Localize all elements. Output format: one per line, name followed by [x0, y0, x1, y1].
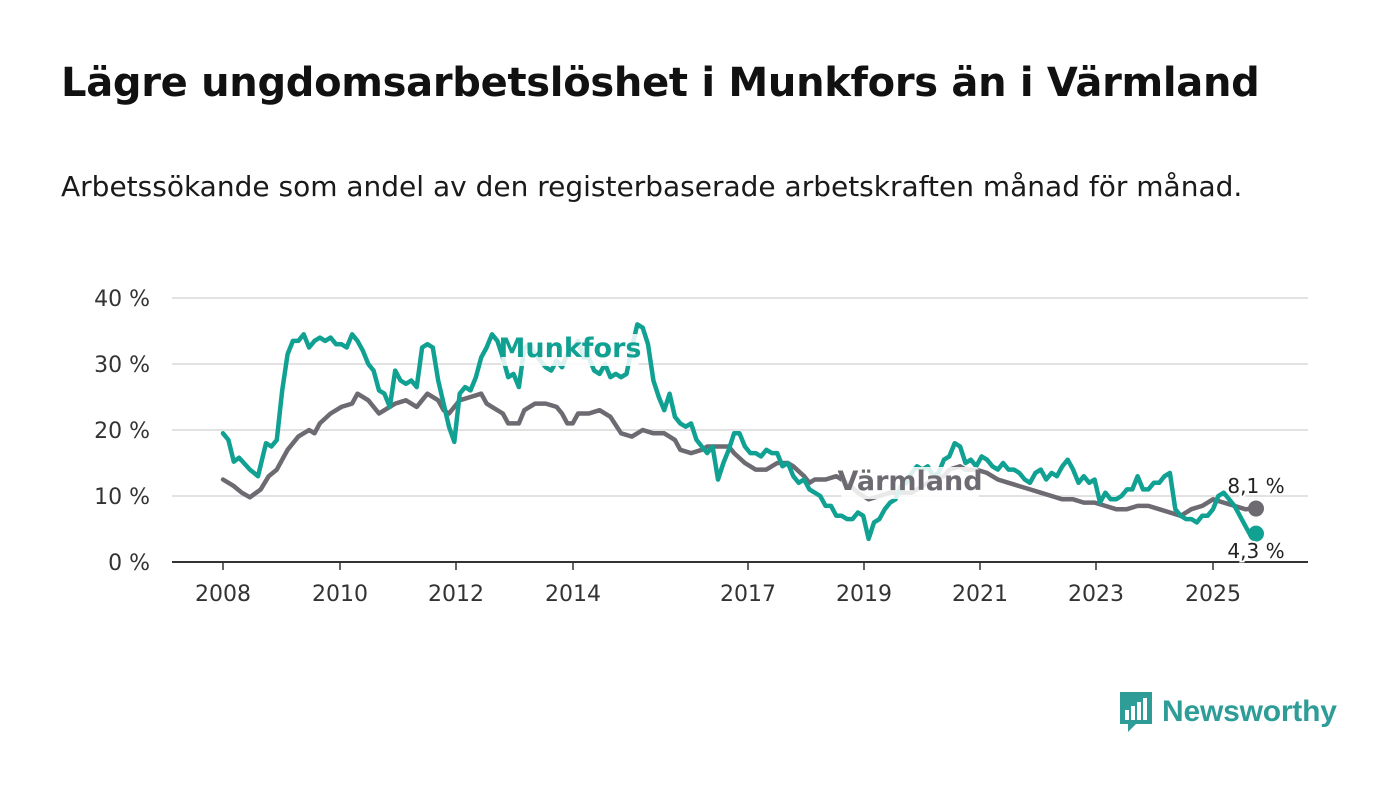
x-tick-label: 2010	[312, 582, 368, 607]
end-point-marker	[1248, 500, 1264, 517]
series-line-munkfors	[220, 322, 1259, 542]
end-point-marker	[1248, 525, 1264, 542]
end-value-label: 8,1 %	[1227, 474, 1284, 498]
end-value-label: 4,3 %	[1227, 539, 1284, 563]
chart-subtitle: Arbetssökande som andel av den registerb…	[61, 170, 1243, 203]
x-tick-label: 2019	[836, 582, 892, 607]
y-tick-label: 30 %	[94, 353, 150, 378]
y-axis-ticks: 40 % 30 % 20 % 10 % 0 %	[94, 287, 150, 576]
x-tick-label: 2012	[428, 582, 484, 607]
series-labels: Munkfors 4,3 % Värmland 8,1 %	[499, 333, 1287, 565]
x-tick-label: 2008	[195, 582, 251, 607]
gridlines	[172, 297, 1308, 563]
series-label-backdrop	[501, 334, 639, 366]
x-axis-ticks: 2008 2010 2012 2014 2017 2019 2021 2023 2025	[195, 562, 1241, 607]
y-tick-label: 10 %	[94, 485, 150, 510]
series-lines	[220, 322, 1264, 542]
x-tick-label: 2025	[1185, 582, 1241, 607]
y-tick-label: 0 %	[108, 551, 150, 576]
newsworthy-icon	[1120, 692, 1152, 732]
y-tick-label: 20 %	[94, 419, 150, 444]
x-tick-label: 2023	[1068, 582, 1124, 607]
series-label-backdrop	[841, 467, 979, 499]
x-tick-label: 2021	[952, 582, 1008, 607]
y-tick-label: 40 %	[94, 287, 150, 312]
series-label-vrmland: Värmland	[837, 466, 982, 497]
brand-name: Newsworthy	[1162, 695, 1337, 728]
series-label-munkfors: Munkfors	[499, 333, 642, 364]
x-tick-label: 2017	[720, 582, 776, 607]
chart-title: Lägre ungdomsarbetslöshet i Munkfors än …	[61, 60, 1260, 106]
newsworthy-logo: Newsworthy	[1118, 690, 1337, 734]
x-tick-label: 2014	[545, 582, 601, 607]
